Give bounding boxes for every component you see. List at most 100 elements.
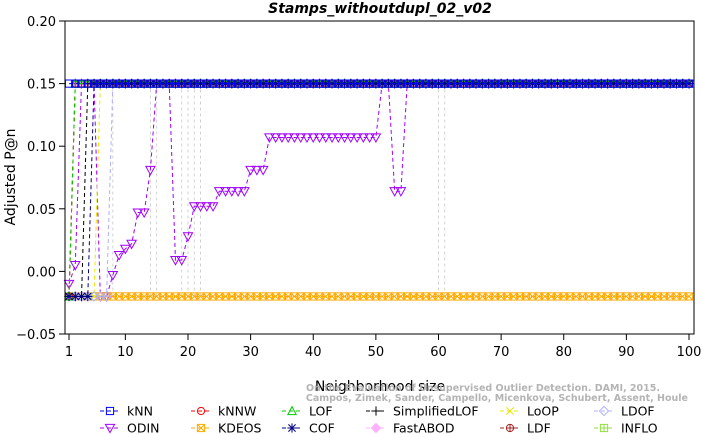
point-knn-64 [459, 79, 468, 88]
series-line-ldf [68, 83, 689, 297]
legend: kNN kNNW LOF SimplifiedLOF LoOP LDOF ODIN KDEOS… [100, 404, 658, 434]
point-knn-4 [83, 79, 92, 88]
y-tick-label-3: 0.10 [27, 140, 56, 155]
point-knn-32 [259, 79, 268, 88]
sparse-gray-lines [112, 83, 446, 297]
x-tick-label-80: 80 [555, 345, 572, 360]
x-tick-label-70: 70 [493, 345, 510, 360]
x-tick-label-10: 10 [117, 345, 134, 360]
point-knn-42 [321, 79, 330, 88]
point-knn-55 [403, 79, 412, 88]
point-odin-28 [232, 187, 244, 197]
point-knn-5 [89, 79, 99, 88]
point-knn-95 [653, 79, 662, 88]
point-knn-91 [628, 79, 637, 88]
point-odin-14 [144, 165, 156, 176]
point-knn-6 [96, 79, 105, 88]
series-line-ldof [69, 83, 689, 297]
legend-label-lof: LOF [309, 404, 333, 419]
point-odin-44 [332, 133, 344, 144]
point-knn-17 [165, 79, 174, 88]
y-tick-label-1: 0.00 [27, 265, 56, 280]
point-knn-10 [121, 79, 130, 88]
legend-item-kdeos: KDEOS [191, 421, 262, 434]
point-odin-10 [119, 244, 131, 255]
point-knn-53 [390, 79, 399, 88]
point-odin-22 [195, 202, 206, 212]
point-odin-53 [389, 187, 401, 197]
legend-label-knn: kNN [127, 404, 153, 419]
point-odin-54 [395, 187, 407, 197]
point-odin-38 [295, 133, 307, 144]
legend-label-ldof: LDOF [621, 404, 655, 419]
point-knn-82 [572, 79, 581, 88]
point-knn-50 [371, 79, 380, 88]
point-odin-27 [226, 187, 238, 197]
point-odin-49 [364, 133, 376, 144]
point-knn-49 [365, 79, 374, 88]
point-knn-89 [616, 79, 625, 88]
point-odin-47 [351, 133, 363, 144]
point-knn-35 [277, 79, 287, 88]
point-knn-31 [252, 79, 261, 88]
x-tick-label-30: 30 [242, 345, 259, 360]
legend-item-knn: kNN [100, 404, 153, 419]
y-tick-label-0: −0.05 [16, 328, 56, 343]
legend-marker-inflo [599, 423, 609, 433]
series-line-inflo [68, 83, 689, 297]
legend-label-kdeos: KDEOS [218, 421, 262, 434]
point-knn-44 [334, 79, 343, 88]
point-odin-23 [201, 202, 213, 212]
x-tick-label-20: 20 [180, 345, 197, 360]
point-odin-34 [270, 133, 282, 144]
legend-marker-odin [104, 423, 116, 434]
point-odin-40 [307, 133, 319, 144]
point-knn-92 [634, 79, 643, 88]
point-knn-30 [246, 79, 255, 88]
point-knn-46 [346, 79, 355, 88]
point-cof-3 [76, 291, 87, 302]
point-knn-94 [647, 79, 656, 88]
series-line-cof [69, 83, 689, 297]
point-knn-70 [497, 79, 506, 88]
point-knn-34 [271, 79, 280, 88]
point-knn-98 [672, 79, 681, 88]
point-knn-22 [196, 79, 205, 88]
point-knn-9 [115, 79, 124, 88]
x-tick-label-40: 40 [305, 345, 322, 360]
point-kdeos-100 [684, 292, 694, 301]
point-odin-24 [207, 202, 219, 212]
point-knn-100 [684, 79, 694, 88]
point-knn-73 [515, 79, 525, 88]
legend-label-ldf: LDF [527, 421, 551, 434]
point-odin-13 [138, 208, 150, 219]
legend-label-fastabod: FastABOD [393, 421, 455, 434]
point-knn-67 [478, 79, 487, 88]
point-cof-4 [83, 291, 93, 302]
legend-marker-lof [286, 405, 298, 416]
legend-label-odin: ODIN [127, 421, 160, 434]
point-knn-13 [140, 79, 149, 88]
point-knn-56 [409, 79, 418, 88]
point-knn-87 [603, 79, 612, 88]
point-knn-88 [609, 79, 618, 88]
point-knn-93 [641, 79, 650, 88]
point-odin-8 [107, 271, 119, 281]
series-kdeos [64, 292, 694, 301]
legend-item-inflo: INFLO [594, 421, 658, 434]
series-layer [63, 78, 695, 303]
point-knn-97 [666, 79, 675, 88]
y-axis: −0.05 0.00 0.05 0.10 0.15 0.20 [16, 15, 65, 343]
point-odin-39 [301, 133, 313, 144]
series-line-fastabod [68, 83, 689, 297]
legend-item-lof: LOF [282, 404, 333, 419]
legend-label-simplifiedlof: SimplifiedLOF [393, 404, 479, 419]
point-knn-19 [177, 79, 186, 88]
point-cof-2 [70, 291, 80, 302]
point-odin-9 [113, 251, 125, 261]
point-odin-2 [69, 261, 81, 271]
point-knn-79 [553, 79, 562, 88]
point-knn-14 [146, 79, 155, 88]
point-odin-36 [282, 133, 294, 144]
